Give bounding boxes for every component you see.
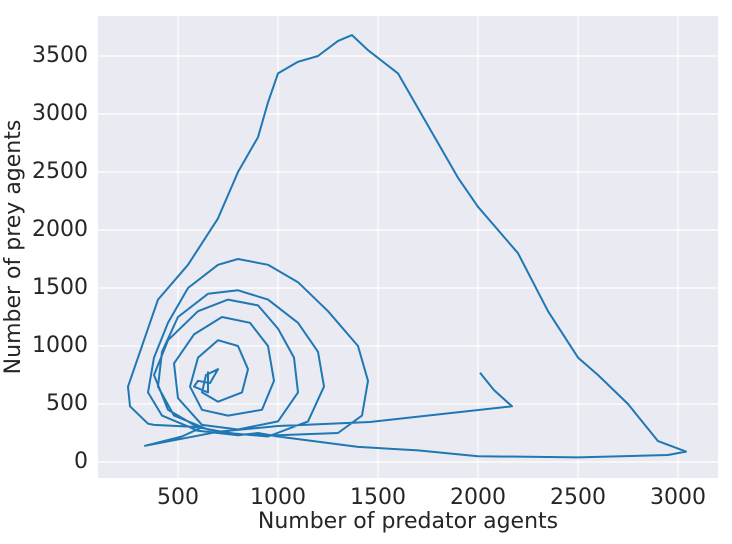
x-tick-label: 2500 <box>550 485 606 510</box>
y-tick-label: 0 <box>74 449 88 474</box>
y-tick-label: 2500 <box>32 159 88 184</box>
y-tick-label: 2000 <box>32 217 88 242</box>
y-tick-label: 1000 <box>32 333 88 358</box>
x-tick-label: 3000 <box>650 485 706 510</box>
plot-area <box>98 16 718 478</box>
series-line <box>127 34 687 459</box>
x-tick-label: 1000 <box>250 485 306 510</box>
x-axis-label: Number of predator agents <box>258 509 558 534</box>
y-tick-label: 500 <box>46 391 88 416</box>
y-tick-label: 3000 <box>32 101 88 126</box>
y-tick-label: 3500 <box>32 43 88 68</box>
x-tick-label: 2000 <box>450 485 506 510</box>
x-tick-label: 500 <box>157 485 199 510</box>
x-tick-label: 1500 <box>350 485 406 510</box>
y-axis-label: Number of prey agents <box>1 120 26 375</box>
y-tick-label: 1500 <box>32 275 88 300</box>
